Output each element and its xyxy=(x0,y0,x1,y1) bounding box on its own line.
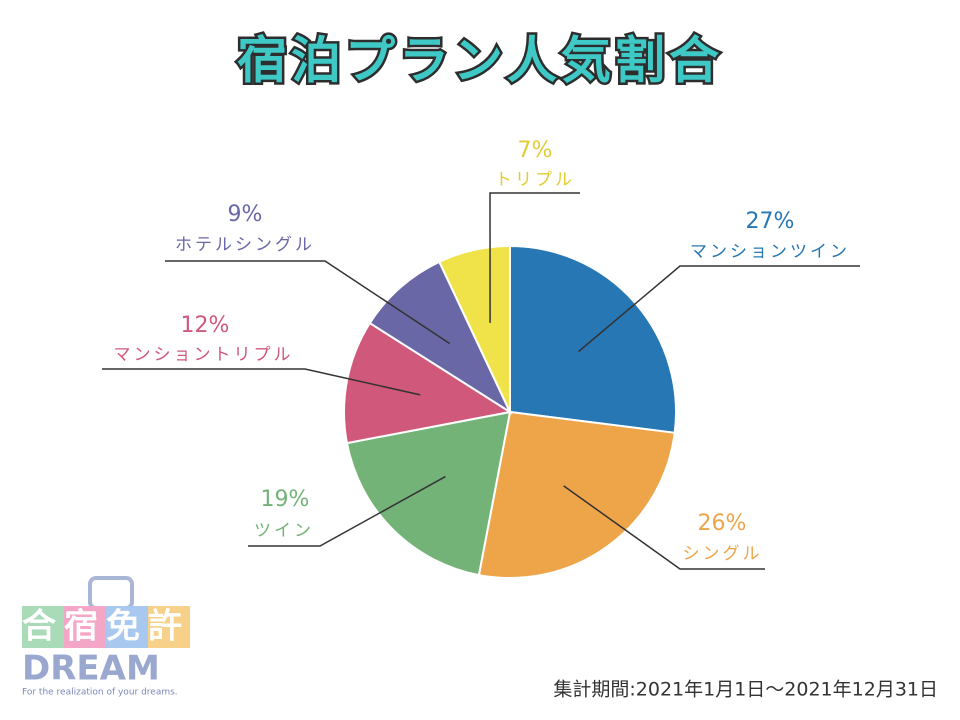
leader-line xyxy=(563,485,765,570)
value-label: 9% xyxy=(228,202,263,227)
logo-tile xyxy=(22,606,64,648)
value-label: 27% xyxy=(746,209,795,234)
leader-line xyxy=(578,265,860,353)
pie-slice xyxy=(345,410,512,577)
value-label: 7% xyxy=(518,138,553,163)
leader-line xyxy=(489,192,580,323)
category-label: トリプル xyxy=(495,170,575,190)
value-label: 19% xyxy=(261,487,310,512)
logo-tile xyxy=(148,606,190,648)
logo-tile xyxy=(64,606,106,648)
logo-name: DREAM xyxy=(22,649,160,689)
logo-title: 合宿免許 xyxy=(22,607,190,647)
period-note: 集計期間:2021年1月1日～2021年12月31日 xyxy=(553,679,938,701)
logo: 合宿免許 DREAM For the realization of your d… xyxy=(22,576,190,698)
category-label: シングル xyxy=(683,544,763,564)
logo-tile xyxy=(106,606,148,648)
logo-tagline: For the realization of your dreams. xyxy=(22,688,178,698)
pie-slice xyxy=(343,321,513,445)
category-label: マンションツイン xyxy=(690,242,850,262)
leader-line xyxy=(248,475,446,547)
category-label: ツイン xyxy=(254,521,314,541)
leader-line xyxy=(102,368,421,396)
chart-title: 宿泊プラン人気割合 xyxy=(237,32,723,90)
labels: 27% マンションツイン 26% シングル 19% ツイン 12% マンショントリプル 9% ホテ… xyxy=(102,138,860,570)
value-label: 26% xyxy=(698,511,747,536)
pie xyxy=(343,244,677,579)
logo-icon xyxy=(88,576,134,610)
category-label: ホテルシングル xyxy=(175,235,315,255)
pie-slice xyxy=(437,244,511,413)
leader-line xyxy=(165,260,451,345)
category-label: マンショントリプル xyxy=(114,345,294,365)
value-label: 12% xyxy=(181,313,230,338)
